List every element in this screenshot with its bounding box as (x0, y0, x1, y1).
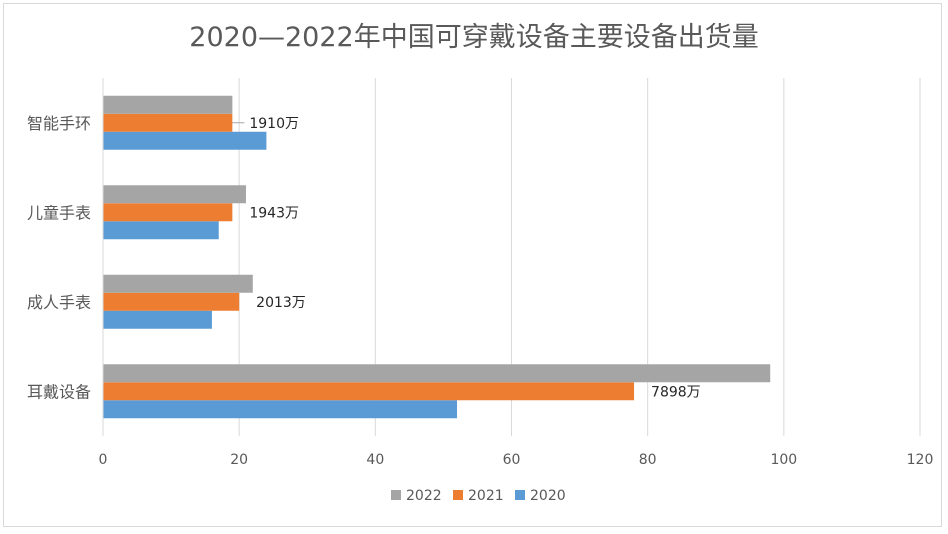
x-tick-label: 20 (230, 452, 248, 468)
bars (103, 95, 771, 419)
bar-2020 (103, 221, 219, 240)
data-label: 1943万 (249, 205, 299, 221)
x-tick-label: 120 (907, 452, 934, 468)
legend-label: 2020 (530, 488, 566, 504)
bar-2021 (103, 113, 233, 132)
x-axis: 0 20 40 60 80 100 120 (99, 78, 934, 468)
x-tick-label: 40 (366, 452, 384, 468)
legend-swatch-2021 (453, 490, 463, 500)
category-label: 智能手环 (27, 114, 91, 133)
bar-2021 (103, 382, 635, 401)
x-tick-label: 60 (503, 452, 521, 468)
x-tick-label: 100 (770, 452, 797, 468)
category-label: 成人手表 (27, 293, 91, 312)
bar-2021 (103, 292, 240, 311)
chart-frame (3, 3, 942, 527)
legend: 2022 2021 2020 (391, 488, 566, 504)
bar-2022 (103, 274, 253, 293)
legend-swatch-2022 (391, 490, 401, 500)
legend-label: 2021 (468, 488, 504, 504)
chart-title: 2020—2022年中国可穿戴设备主要设备出货量 (189, 22, 758, 53)
bar-2022 (103, 364, 771, 383)
legend-swatch-2020 (515, 490, 525, 500)
category-label: 儿童手表 (27, 203, 91, 222)
x-tick-label: 0 (99, 452, 108, 468)
bar-2020 (103, 310, 212, 329)
bar-2022 (103, 95, 233, 114)
category-labels: 耳戴设备 成人手表 儿童手表 智能手环 (27, 114, 91, 402)
bar-2022 (103, 185, 246, 204)
bar-2021 (103, 203, 233, 222)
data-label: 1910万 (249, 116, 299, 132)
bar-2020 (103, 400, 458, 419)
data-labels: 7898万 2013万 1943万 1910万 (232, 116, 701, 400)
legend-label: 2022 (406, 488, 442, 504)
data-label: 2013万 (256, 295, 306, 311)
data-label: 7898万 (651, 384, 701, 400)
x-tick-label: 80 (639, 452, 657, 468)
bar-2020 (103, 131, 267, 150)
category-label: 耳戴设备 (27, 382, 91, 401)
